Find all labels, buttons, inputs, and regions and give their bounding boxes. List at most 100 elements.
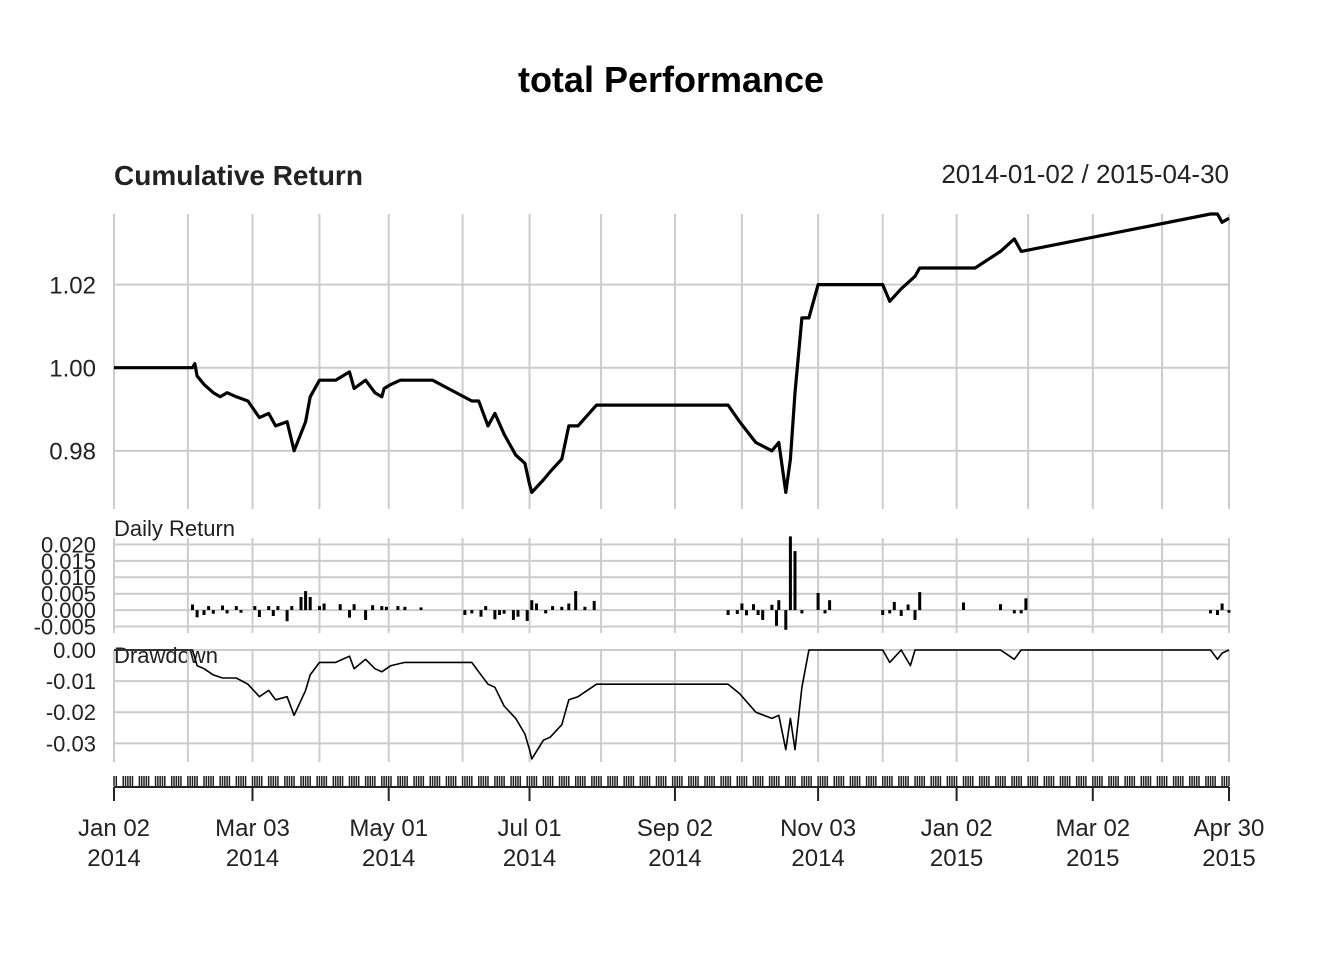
return-bar <box>195 610 199 618</box>
y-tick-label: 1.00 <box>49 355 96 382</box>
x-tick-label: Mar 02 <box>1055 815 1130 842</box>
return-bar <box>1019 610 1023 614</box>
return-bar <box>1209 610 1212 614</box>
x-tick-year-label: 2014 <box>503 845 556 872</box>
return-bar <box>544 610 548 614</box>
return-bar <box>784 610 788 630</box>
return-bar <box>322 603 326 611</box>
return-bar <box>1216 610 1219 615</box>
x-tick-year-label: 2014 <box>362 845 415 872</box>
return-bar <box>396 606 400 610</box>
return-bar <box>881 610 885 615</box>
return-bar <box>962 602 965 610</box>
return-bar <box>498 610 501 615</box>
return-bar <box>484 606 488 610</box>
return-bar <box>318 606 321 610</box>
return-bar <box>551 606 555 610</box>
y-tick-label: -0.03 <box>46 731 96 756</box>
x-tick-year-label: 2014 <box>87 845 140 872</box>
y-tick-label: 0.98 <box>49 438 96 465</box>
return-bar <box>191 604 194 611</box>
series-line <box>114 649 1230 760</box>
return-bar <box>371 605 375 611</box>
return-bar <box>828 600 832 610</box>
return-bar <box>592 600 596 611</box>
y-tick-label: -0.02 <box>46 700 96 725</box>
y-tick-label: 0.015 <box>41 549 96 574</box>
series-line <box>114 212 1230 494</box>
return-bar <box>756 610 760 615</box>
return-bar <box>225 610 229 614</box>
return-bar <box>574 591 578 611</box>
x-tick-label: Mar 03 <box>215 815 290 842</box>
return-bar <box>267 606 271 610</box>
y-tick-label: 0.000 <box>41 598 96 623</box>
return-bar <box>567 603 571 611</box>
y-tick-label: -0.01 <box>46 669 96 694</box>
return-bar <box>777 600 781 610</box>
return-bar <box>892 601 896 611</box>
date-range-label: 2014-01-02 / 2015-04-30 <box>941 159 1229 189</box>
y-tick-label: 0.005 <box>41 582 96 607</box>
x-tick-year-label: 2015 <box>1066 845 1119 872</box>
return-bar <box>352 604 356 611</box>
return-bar <box>384 606 388 611</box>
daily-return-title: Daily Return <box>114 516 235 541</box>
return-bar <box>770 604 774 610</box>
return-bar <box>403 606 407 611</box>
x-tick-label: Nov 03 <box>780 815 856 842</box>
return-bar <box>800 610 804 614</box>
return-bar <box>207 606 211 610</box>
return-bar <box>285 610 289 622</box>
x-tick-year-label: 2014 <box>226 845 279 872</box>
return-bar <box>338 604 342 611</box>
return-bar <box>1227 610 1231 613</box>
return-bar <box>276 606 280 610</box>
return-bar <box>348 610 351 618</box>
cumulative-return-title: Cumulative Return <box>114 160 363 191</box>
return-bar <box>364 610 368 620</box>
y-tick-label: 1.02 <box>49 272 96 299</box>
return-bar <box>761 610 765 620</box>
return-bar <box>516 610 520 617</box>
return-bar <box>918 592 922 611</box>
return-bar <box>308 597 312 611</box>
x-tick-label: Apr 30 <box>1194 815 1265 842</box>
return-bar <box>740 603 744 611</box>
x-tick-year-label: 2015 <box>1202 845 1255 872</box>
x-tick-label: Jan 02 <box>78 815 150 842</box>
return-bar <box>239 610 243 613</box>
return-bar <box>525 610 529 621</box>
return-bar <box>535 603 538 611</box>
chart-title: total Performance <box>518 59 824 100</box>
return-bar <box>257 610 261 617</box>
x-axis: Jan 02 2014 Mar 03 2014 May 01 2014 Jul 01 2014… <box>78 776 1264 872</box>
return-bar <box>463 610 467 615</box>
return-bar <box>290 606 294 610</box>
x-tick-year-label: 2015 <box>930 845 983 872</box>
x-tick-year-label: 2014 <box>791 845 844 872</box>
return-bar <box>583 606 587 611</box>
return-bar <box>211 610 215 614</box>
return-bar <box>906 604 910 611</box>
return-bar <box>913 610 917 620</box>
return-bar <box>479 610 483 617</box>
return-bar <box>1220 603 1224 611</box>
return-bar <box>560 606 564 611</box>
return-bar <box>253 606 257 610</box>
y-tick-label: -0.005 <box>34 614 96 639</box>
return-bar <box>816 593 820 610</box>
y-tick-label: 0.00 <box>53 638 96 663</box>
return-bar <box>999 604 1002 611</box>
y-tick-label: 0.020 <box>41 532 96 557</box>
return-bar <box>234 606 238 610</box>
return-bar <box>304 591 308 611</box>
return-bar <box>788 536 792 611</box>
return-bar <box>271 610 275 616</box>
return-bar <box>299 597 303 611</box>
x-tick-year-label: 2014 <box>648 845 701 872</box>
gridlines <box>113 214 1230 762</box>
return-bar <box>899 610 903 616</box>
